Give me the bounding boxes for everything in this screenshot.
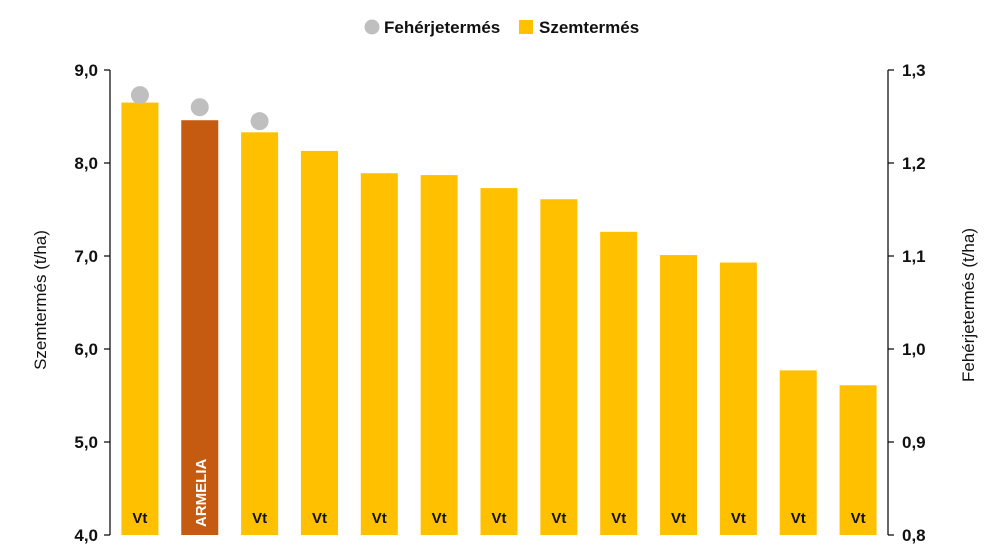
bar [779,370,817,535]
left-tick-label: 6,0 [74,340,98,359]
bar [660,255,698,535]
left-axis-ticks: 4,0 5,0 6,0 7,0 8,0 9,0 [74,61,110,545]
bar-category-label: Vt [372,510,387,527]
right-tick-label: 1,2 [902,154,926,173]
markers [130,86,269,131]
marker-point [250,112,269,131]
axes [109,70,889,535]
bar-highlight [181,120,219,535]
right-tick-label: 0,9 [902,433,926,452]
legend: Fehérjetermés Szemtermés [364,18,639,37]
bar-category-label: Vt [132,510,147,527]
right-axis-ticks: 0,8 0,9 1,0 1,1 1,2 1,3 [888,61,926,545]
bar [241,132,279,535]
bar-category-label: Vt [671,510,686,527]
legend-label-fehérjetermés: Fehérjetermés [384,18,500,37]
y-axis-title: Szemtermés (t/ha) [31,230,50,370]
bar-category-label: Vt [492,510,507,527]
bar-category-label: Vt [611,510,626,527]
bar [121,102,159,536]
legend-marker-szemtermés [519,20,533,34]
bar-category-label: Vt [312,510,327,527]
bar-category-label: Vt [851,510,866,527]
bar [300,150,338,535]
left-tick-label: 9,0 [74,61,98,80]
marker-point [190,98,209,117]
right-tick-label: 1,0 [902,340,926,359]
y2-axis-title: Fehérjetermés (t/ha) [959,228,978,382]
bar-category-label: Vt [432,510,447,527]
bar-labels: Vt ARMELIA Vt Vt Vt Vt Vt Vt Vt Vt Vt Vt Vt [132,459,865,527]
legend-marker-fehérjetermés [364,19,380,35]
bars [121,102,877,536]
bar-category-label: Vt [791,510,806,527]
bar [719,262,757,535]
bar [540,199,578,535]
bar [480,188,518,536]
left-tick-label: 4,0 [74,526,98,545]
legend-label-szemtermés: Szemtermés [539,18,639,37]
bar-category-label: Vt [551,510,566,527]
left-tick-label: 7,0 [74,247,98,266]
bar [839,385,877,535]
right-tick-label: 1,1 [902,247,926,266]
bar [360,173,398,536]
bar [420,175,458,535]
right-tick-label: 0,8 [902,526,926,545]
left-tick-label: 5,0 [74,433,98,452]
marker-point [130,86,149,105]
bar-category-label: Vt [731,510,746,527]
bar-category-label: Vt [252,510,267,527]
right-tick-label: 1,3 [902,61,926,80]
bar [600,231,638,535]
left-tick-label: 8,0 [74,154,98,173]
bar-category-label: ARMELIA [193,459,210,527]
